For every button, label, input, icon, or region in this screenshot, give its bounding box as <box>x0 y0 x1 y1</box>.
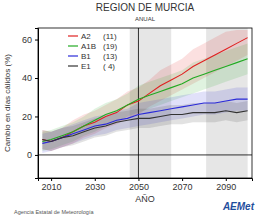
x-tick-mark <box>51 178 52 181</box>
x-axis: 2010 2030 2050 2070 2090 <box>39 178 253 192</box>
y-tick-mark <box>35 155 38 156</box>
x-tick-label: 2090 <box>216 182 236 192</box>
title: REGION DE MURCIA <box>96 2 195 13</box>
subtitle: ANUAL <box>135 16 156 22</box>
plot-area <box>38 28 252 178</box>
y-axis-title: Cambio en días cálidos (%) <box>3 54 12 152</box>
legend-count: (13) <box>103 52 118 61</box>
legend: A2 (11) A1B (19) B1 (13) E1 ( 4) <box>68 32 118 71</box>
legend-count: (19) <box>103 42 118 51</box>
x-tick-label: 2070 <box>173 182 193 192</box>
x-tick-label: 2050 <box>129 182 149 192</box>
y-tick-label: 40 <box>22 73 32 83</box>
legend-swatch <box>68 65 78 66</box>
x-tick: 2090 <box>216 178 236 192</box>
reference-line <box>138 28 139 178</box>
legend-label: A2 <box>81 32 91 41</box>
uncertainty-band <box>42 101 247 151</box>
y-tick-label: 20 <box>22 112 32 122</box>
x-tick-mark <box>95 178 96 181</box>
x-tick: 2010 <box>42 178 62 192</box>
x-tick-mark <box>138 178 139 181</box>
legend-entry: A1B (19) <box>68 42 118 51</box>
y-tick-label: 0 <box>27 150 32 160</box>
x-tick: 2050 <box>129 178 149 192</box>
y-axis: 0 20 40 60 <box>22 29 39 179</box>
y-tick: 0 <box>27 150 38 160</box>
y-tick-mark <box>35 40 38 41</box>
legend-count: ( 4) <box>103 62 115 71</box>
legend-label: A1B <box>81 42 96 51</box>
series-line <box>42 38 247 142</box>
y-tick-mark <box>35 116 38 117</box>
x-tick-label: 2030 <box>85 182 105 192</box>
series-line <box>42 59 247 142</box>
plot-background <box>38 28 252 178</box>
y-tick-mark <box>35 78 38 79</box>
x-tick: 2070 <box>173 178 193 192</box>
y-axis-line <box>35 29 39 179</box>
plot-frame <box>38 28 252 178</box>
series-line <box>42 111 247 142</box>
annotation: Agencia Estatal de Meteorología <box>14 209 94 215</box>
legend-entry: B1 (13) <box>68 52 118 61</box>
x-axis-line <box>39 179 253 182</box>
legend-count: (11) <box>103 32 117 41</box>
legend-entry: E1 ( 4) <box>68 62 115 71</box>
legend-swatch <box>68 55 78 56</box>
reference-line <box>38 154 252 155</box>
legend-entry: A2 (11) <box>68 32 117 41</box>
legend-swatch <box>68 45 78 46</box>
x-tick: 2030 <box>85 178 105 192</box>
chart: 2010 2030 2050 2070 2090 0 20 40 60 REGION DE MUR… <box>0 0 260 218</box>
legend-swatch <box>68 35 78 36</box>
x-tick-label: 2010 <box>42 182 62 192</box>
uncertainty-band <box>42 30 247 151</box>
y-tick: 20 <box>22 112 38 122</box>
legend-label: B1 <box>81 52 91 61</box>
y-tick: 40 <box>22 73 38 83</box>
x-tick-mark <box>226 178 227 181</box>
series-line <box>42 99 247 143</box>
y-tick: 60 <box>22 35 38 45</box>
annotation: AEMet <box>222 201 255 212</box>
legend-label: E1 <box>81 62 91 71</box>
x-axis-title: AÑO <box>135 194 155 204</box>
x-tick-mark <box>182 178 183 181</box>
y-tick-label: 60 <box>22 35 32 45</box>
